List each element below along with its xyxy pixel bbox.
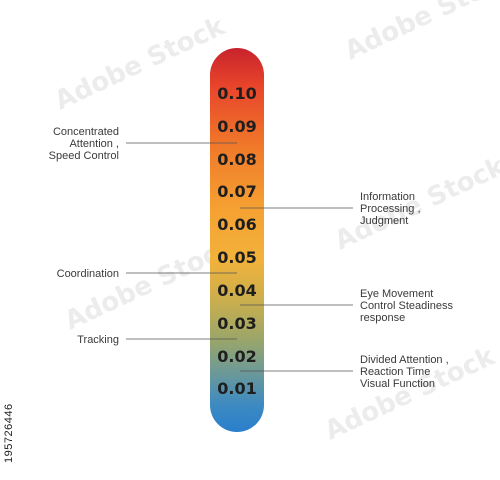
annotation-line: Processing ,: [360, 203, 421, 215]
scale-tick-label: 0.04: [217, 281, 256, 300]
annotation-line: Tracking: [77, 334, 119, 346]
annotation-line: response: [360, 312, 405, 324]
annotation-line: Information: [360, 191, 415, 203]
scale-tick-label: 0.01: [217, 379, 256, 398]
scale-tick-label: 0.06: [217, 215, 256, 234]
scale-tick-label: 0.08: [217, 150, 256, 169]
annotation-line: Visual Function: [360, 378, 435, 390]
annotation-line: Speed Control: [49, 150, 119, 162]
stock-image-id: 195726446: [3, 403, 15, 463]
gradient-scale-bar: [210, 48, 264, 432]
annotation-line: Control Steadiness: [360, 300, 453, 312]
right-annotation-eye-movement: Eye Movement Control Steadiness response: [240, 288, 453, 324]
scale-tick-label: 0.10: [217, 84, 256, 103]
left-annotation-tracking: Tracking: [77, 334, 237, 346]
scale-tick-label: 0.02: [217, 347, 256, 366]
annotation-line: Eye Movement: [360, 288, 433, 300]
scale-tick-label: 0.07: [217, 182, 256, 201]
annotation-line: Attention ,: [69, 138, 119, 150]
watermark-text: Adobe Stock: [50, 11, 230, 116]
scale-tick-label: 0.03: [217, 314, 256, 333]
annotation-line: Concentrated: [53, 126, 119, 138]
annotation-line: Coordination: [57, 268, 119, 280]
scale-ticks: 0.10 0.09 0.08 0.07 0.06 0.05 0.04 0.03 …: [217, 84, 256, 398]
left-annotation-concentrated-attention: Concentrated Attention , Speed Control: [49, 126, 237, 162]
scale-tick-label: 0.05: [217, 248, 256, 267]
annotation-line: Reaction Time: [360, 366, 430, 378]
annotation-line: Judgment: [360, 215, 408, 227]
scale-tick-label: 0.09: [217, 117, 256, 136]
right-annotation-information-processing: Information Processing , Judgment: [240, 191, 421, 227]
annotation-line: Divided Attention ,: [360, 354, 449, 366]
left-annotation-coordination: Coordination: [57, 268, 237, 280]
watermark-text: Adobe Stock: [340, 0, 500, 66]
right-annotation-divided-attention: Divided Attention , Reaction Time Visual…: [240, 354, 449, 390]
